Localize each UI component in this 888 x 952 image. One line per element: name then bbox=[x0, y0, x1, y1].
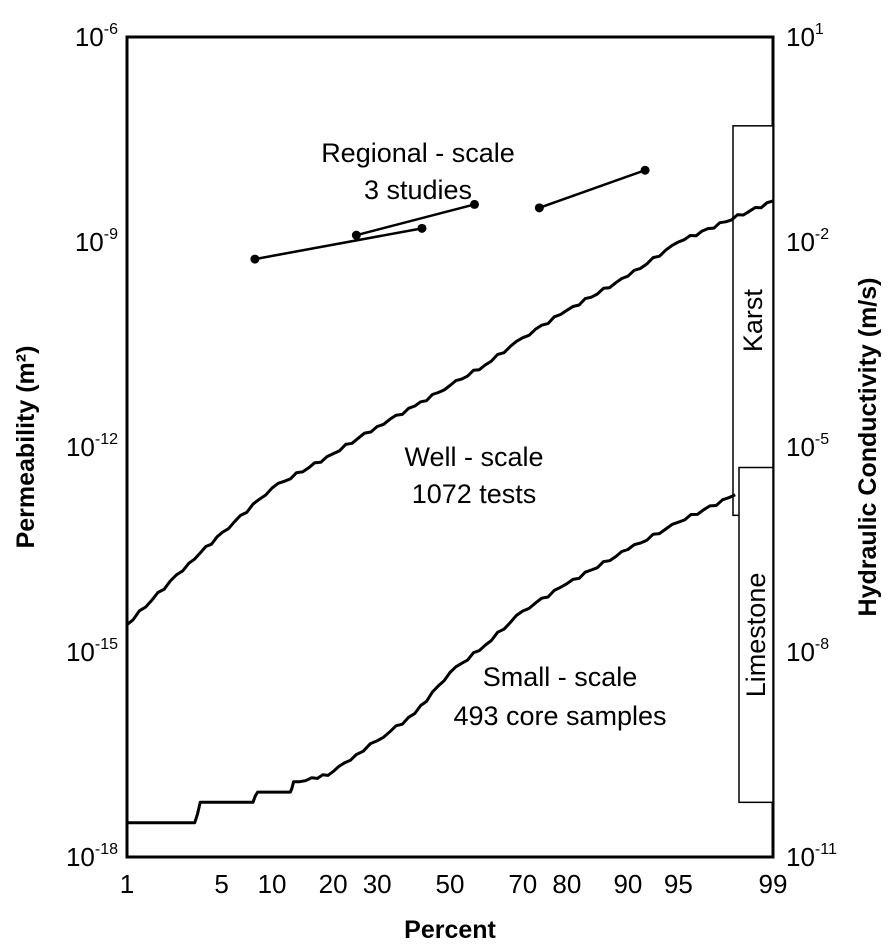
annotation-regional-title: Regional - scale bbox=[321, 138, 515, 168]
regional-study-line-2 bbox=[356, 203, 475, 237]
y-tick-label: 10-18 bbox=[66, 841, 118, 872]
x-axis-ticks: 1 5 10 20 30 50 70 80 90 95 99 bbox=[120, 869, 788, 899]
x-tick-label: 95 bbox=[664, 869, 693, 899]
annotation-regional-count: 3 studies bbox=[364, 175, 472, 205]
x-tick-label: 30 bbox=[363, 869, 392, 899]
x-tick-label: 80 bbox=[552, 869, 581, 899]
annotation-well-count: 1072 tests bbox=[412, 479, 537, 509]
x-tick-label: 99 bbox=[759, 869, 788, 899]
regional-study-point bbox=[417, 223, 427, 233]
regional-study-line-1 bbox=[254, 227, 423, 261]
regional-study-point bbox=[534, 203, 544, 213]
rock-type-ranges: GravelKarstLimestone bbox=[732, 125, 774, 804]
y-axis-ticks: 10-6 10-9 10-12 10-15 10-18 bbox=[66, 21, 118, 872]
series-line-well-scale bbox=[126, 199, 774, 626]
series-line-small-scale bbox=[127, 493, 736, 825]
annotation-small-title: Small - scale bbox=[483, 662, 638, 692]
regional-study-point bbox=[469, 199, 479, 209]
data-series bbox=[126, 199, 774, 825]
regional-study-point bbox=[640, 165, 650, 175]
y2-tick-label: 10-5 bbox=[786, 431, 829, 462]
karst-range-box bbox=[732, 125, 774, 517]
limestone-label: Limestone bbox=[741, 573, 771, 698]
x-tick-label: 20 bbox=[319, 869, 348, 899]
regional-study-point bbox=[351, 230, 361, 240]
y2-tick-label: 101 bbox=[786, 21, 824, 52]
regional-scale-studies bbox=[250, 165, 650, 264]
karst-label: Karst bbox=[738, 289, 768, 353]
x-tick-label: 1 bbox=[120, 869, 134, 899]
x-tick-label: 90 bbox=[613, 869, 642, 899]
annotation-well-title: Well - scale bbox=[404, 442, 543, 472]
x-tick-label: 70 bbox=[508, 869, 537, 899]
limestone-range-box bbox=[738, 466, 774, 804]
annotation-small-count: 493 core samples bbox=[453, 701, 666, 731]
y2-tick-label: 10-11 bbox=[786, 841, 837, 872]
x-tick-label: 5 bbox=[214, 869, 228, 899]
y2-tick-label: 10-2 bbox=[786, 226, 829, 257]
regional-study-point bbox=[250, 254, 260, 264]
y-tick-label: 10-6 bbox=[75, 21, 118, 52]
y2-axis-ticks: 101 10-2 10-5 10-8 10-11 bbox=[786, 21, 837, 872]
y2-axis-title: Hydraulic Conductivity (m/s) bbox=[854, 278, 882, 617]
y-axis-title: Permeability (m²) bbox=[12, 346, 40, 549]
regional-study-line-3 bbox=[538, 169, 646, 210]
x-tick-label: 50 bbox=[436, 869, 465, 899]
x-axis-title: Percent bbox=[404, 916, 496, 944]
y-tick-label: 10-12 bbox=[66, 431, 118, 462]
x-tick-label: 10 bbox=[258, 869, 287, 899]
y2-tick-label: 10-8 bbox=[786, 636, 829, 667]
y-tick-label: 10-15 bbox=[66, 636, 118, 667]
y-tick-label: 10-9 bbox=[75, 226, 118, 257]
